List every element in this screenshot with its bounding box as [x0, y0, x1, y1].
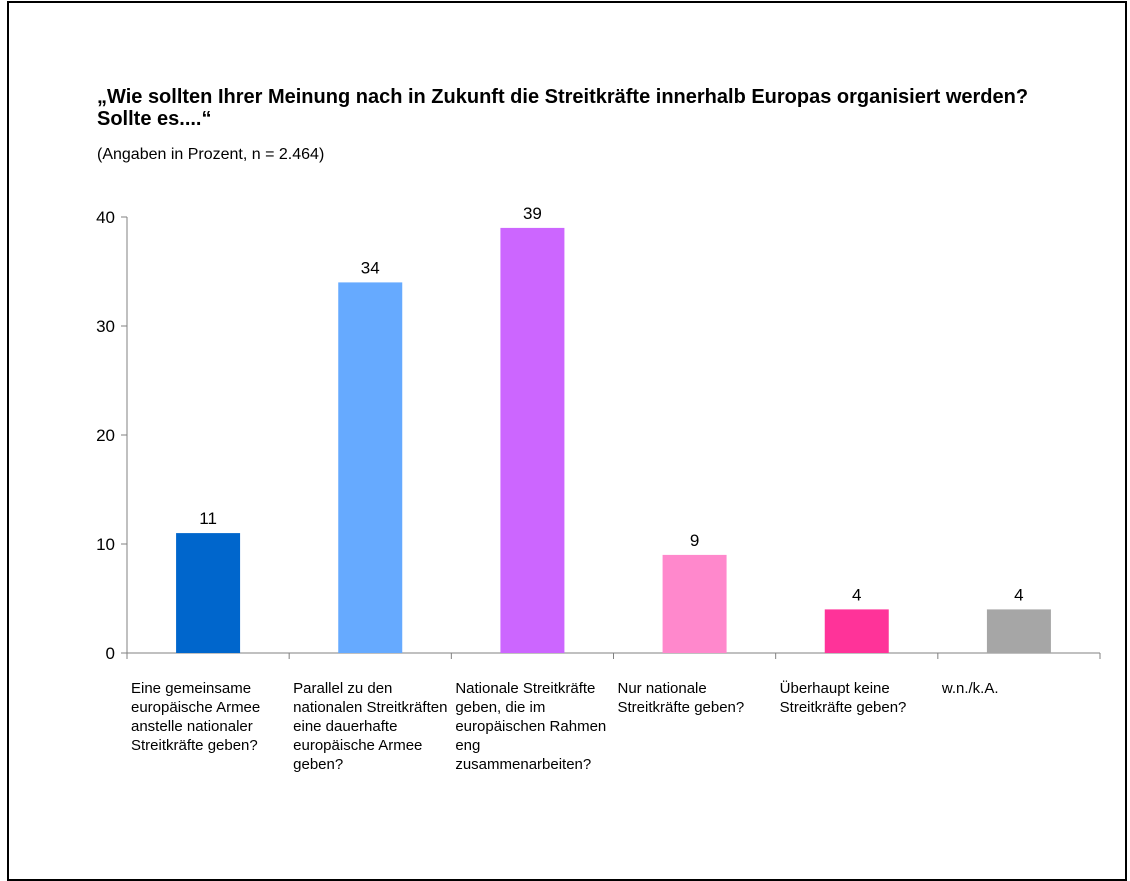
chart-subtitle: (Angaben in Prozent, n = 2.464) [97, 146, 325, 163]
bar [662, 554, 727, 653]
bar [824, 609, 889, 653]
data-label: 9 [690, 531, 699, 550]
data-label: 4 [1014, 585, 1023, 604]
bar [338, 282, 403, 653]
bar [500, 227, 565, 653]
data-label: 11 [199, 509, 217, 528]
x-tick-label: Parallel zu den nationalen Streitkräften… [293, 680, 448, 773]
y-tick-label: 0 [106, 644, 115, 663]
bar [176, 533, 241, 653]
x-tick-label: Eine gemeinsame europäische Armee anstel… [131, 680, 261, 754]
y-tick-label: 40 [96, 208, 115, 227]
bar [986, 609, 1051, 653]
chart-title: „Wie sollten Ihrer Meinung nach in Zukun… [97, 86, 1029, 130]
data-label: 34 [361, 258, 380, 277]
y-tick-label: 10 [96, 535, 115, 554]
x-tick-label: Überhaupt keine Streitkräfte geben? [779, 680, 907, 716]
data-label: 4 [852, 585, 861, 604]
x-tick-label: w.n./k.A. [941, 680, 999, 697]
bar-chart: 0 10 20 30 40 11 34 39 9 4 4 [96, 204, 1101, 663]
data-label: 39 [523, 204, 542, 223]
x-tick-label: Nur nationale Streitkräfte geben? [617, 680, 745, 716]
x-tick-label: Nationale Streitkräfte geben, die im eur… [455, 680, 607, 773]
y-tick-label: 30 [96, 317, 115, 336]
y-tick-label: 20 [96, 426, 115, 445]
